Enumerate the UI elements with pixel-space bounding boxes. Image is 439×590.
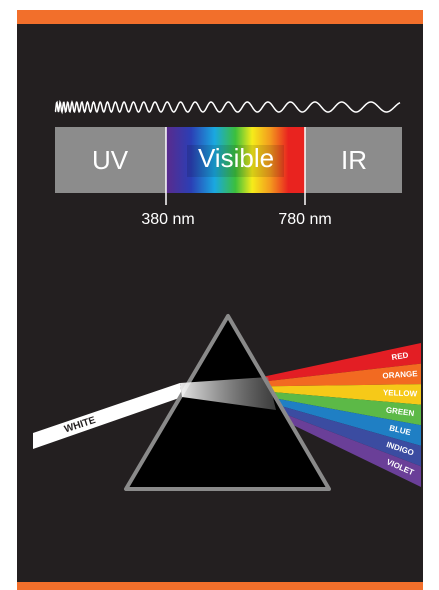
- visible-band: [166, 127, 305, 193]
- band-label: IR: [341, 145, 367, 175]
- marker-label: 380 nm: [141, 211, 194, 228]
- ray: [262, 384, 421, 405]
- ray-label: ORANGE: [382, 369, 418, 380]
- internal-beam: [180, 377, 276, 410]
- marker-label: 780 nm: [278, 211, 331, 228]
- band-label: Visible: [198, 143, 274, 173]
- ray: [262, 363, 421, 387]
- white-beam: [33, 383, 182, 449]
- ray: [262, 395, 421, 446]
- ir-band: [305, 127, 402, 193]
- band-label: UV: [92, 145, 129, 175]
- uv-band: [55, 127, 166, 193]
- ray-label: RED: [391, 351, 409, 363]
- visible-label-box: [187, 145, 284, 177]
- bottom-bar: [17, 582, 423, 590]
- ray: [262, 405, 421, 487]
- ray: [262, 343, 421, 382]
- top-bar: [17, 10, 423, 24]
- ray: [262, 391, 421, 426]
- ray-label: GREEN: [385, 405, 415, 418]
- wave: [54, 99, 401, 115]
- ray-label: YELLOW: [383, 388, 418, 398]
- ray: [262, 400, 421, 467]
